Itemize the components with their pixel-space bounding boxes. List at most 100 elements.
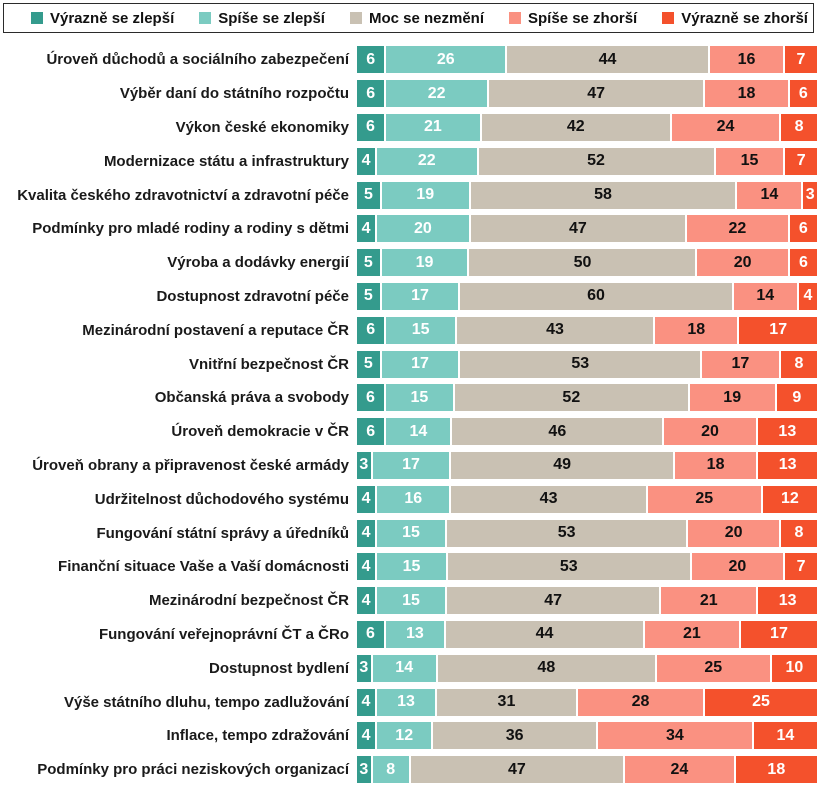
legend-swatch-icon — [31, 12, 43, 24]
chart-row: Modernizace státu a infrastruktury 4 22 52… — [0, 144, 817, 178]
row-label: Podmínky pro práci neziskových organizac… — [37, 761, 349, 779]
bar-segment-spise-se-zhorsi: 21 — [644, 620, 739, 648]
row-label: Podmínky pro mladé rodiny a rodiny s dět… — [32, 220, 349, 238]
bar-segment-vyrazne-se-zhorsi: 13 — [758, 587, 817, 615]
stacked-bar: 4 20 47 22 6 — [357, 215, 817, 243]
bar-segment-spise-se-zlepsi: 17 — [381, 282, 459, 310]
bar-segment-vyrazne-se-zlepsi: 6 — [357, 316, 385, 344]
stacked-bar: 4 15 53 20 8 — [357, 519, 817, 547]
stacked-bar: 4 15 47 21 13 — [357, 587, 817, 615]
stacked-bar: 6 15 52 19 9 — [357, 384, 817, 412]
stacked-bar: 3 8 47 24 18 — [357, 756, 817, 784]
stacked-bar: 6 26 44 16 7 — [357, 46, 817, 74]
stacked-bar: 5 17 60 14 4 — [357, 282, 817, 310]
bar-segment-spise-se-zhorsi: 15 — [715, 147, 784, 175]
bar-segment-vyrazne-se-zlepsi: 3 — [357, 654, 371, 682]
chart-row: Dostupnost zdravotní péče 5 17 60 14 4 — [0, 280, 817, 314]
stacked-bar: 6 13 44 21 17 — [357, 620, 817, 648]
bar-segment-moc-se-nezmeni: 53 — [446, 519, 687, 547]
bar-segment-vyrazne-se-zlepsi: 4 — [357, 147, 376, 175]
bar-segment-vyrazne-se-zlepsi: 6 — [357, 620, 384, 648]
chart-row: Kvalita českého zdravotnictví a zdravotn… — [0, 178, 817, 212]
bar-segment-spise-se-zhorsi: 14 — [733, 282, 797, 310]
row-label: Výběr daní do státního rozpočtu — [119, 85, 349, 103]
legend-item-spise-se-zhorsi: Spíše se zhorší — [509, 10, 637, 27]
bar-segment-vyrazne-se-zhorsi: 6 — [789, 249, 817, 277]
bar-segment-spise-se-zlepsi: 22 — [386, 80, 487, 108]
bar-segment-moc-se-nezmeni: 50 — [469, 249, 696, 277]
legend-label: Výrazně se zlepší — [50, 9, 175, 27]
bar-segment-vyrazne-se-zhorsi: 17 — [739, 316, 817, 344]
chart-row: Výše státního dluhu, tempo zadlužování 4… — [0, 685, 817, 719]
bar-segment-spise-se-zlepsi: 12 — [377, 722, 432, 750]
bar-segment-spise-se-zlepsi: 26 — [386, 46, 506, 74]
bar-segment-spise-se-zlepsi: 14 — [372, 654, 436, 682]
bar-segment-moc-se-nezmeni: 42 — [481, 113, 670, 141]
chart-row: Občanská práva a svobody 6 15 52 19 9 — [0, 381, 817, 415]
bar-segment-spise-se-zhorsi: 20 — [691, 553, 784, 581]
stacked-bar: 5 19 50 20 6 — [357, 249, 817, 277]
row-label: Finanční situace Vaše a Vaší domácnosti — [58, 558, 349, 576]
bar-segment-moc-se-nezmeni: 46 — [452, 418, 663, 446]
row-label: Dostupnost bydlení — [209, 659, 349, 677]
bar-segment-spise-se-zhorsi: 24 — [671, 113, 780, 141]
bar-segment-moc-se-nezmeni: 47 — [470, 215, 686, 243]
bar-segment-vyrazne-se-zhorsi: 10 — [771, 654, 817, 682]
bar-segment-vyrazne-se-zhorsi: 9 — [776, 384, 817, 412]
stacked-bar: 3 17 49 18 13 — [357, 451, 817, 479]
stacked-bar: 4 13 31 28 25 — [357, 688, 817, 716]
bar-segment-moc-se-nezmeni: 47 — [410, 756, 624, 784]
bar-segment-moc-se-nezmeni: 47 — [446, 587, 660, 615]
row-label: Úroveň demokracie v ČR — [171, 423, 349, 441]
chart-row: Finanční situace Vaše a Vaší domácnosti … — [0, 550, 817, 584]
bar-segment-moc-se-nezmeni: 53 — [447, 553, 690, 581]
stacked-bar: 6 14 46 20 13 — [357, 418, 817, 446]
legend-item-vyrazne-se-zhorsi: Výrazně se zhorší — [662, 10, 808, 27]
bar-segment-moc-se-nezmeni: 31 — [437, 688, 576, 716]
bar-segment-moc-se-nezmeni: 43 — [456, 316, 654, 344]
row-label: Vnitřní bezpečnost ČR — [188, 355, 349, 373]
bar-segment-vyrazne-se-zhorsi: 8 — [780, 519, 817, 547]
bar-segment-spise-se-zlepsi: 16 — [377, 485, 450, 513]
bar-segment-vyrazne-se-zhorsi: 4 — [798, 282, 817, 310]
row-label: Fungování státní správy a úředníků — [96, 524, 349, 542]
bar-segment-vyrazne-se-zhorsi: 7 — [785, 553, 817, 581]
bar-segment-moc-se-nezmeni: 53 — [460, 350, 700, 378]
chart-rows: Úroveň důchodů a sociálního zabezpečení … — [0, 43, 817, 787]
chart-row: Udržitelnost důchodového systému 4 16 43 25… — [0, 482, 817, 516]
bar-segment-spise-se-zhorsi: 16 — [709, 46, 784, 74]
chart-row: Inflace, tempo zdražování 4 12 36 34 14 — [0, 719, 817, 753]
bar-segment-spise-se-zlepsi: 17 — [372, 451, 450, 479]
row-label: Inflace, tempo zdražování — [166, 727, 349, 745]
row-label: Výroba a dodávky energií — [167, 254, 349, 272]
bar-segment-vyrazne-se-zlepsi: 6 — [357, 46, 385, 74]
stacked-bar: 5 17 53 17 8 — [357, 350, 817, 378]
bar-segment-moc-se-nezmeni: 48 — [437, 654, 655, 682]
bar-segment-spise-se-zhorsi: 28 — [577, 688, 704, 716]
bar-segment-spise-se-zlepsi: 14 — [386, 418, 451, 446]
bar-segment-vyrazne-se-zlepsi: 4 — [357, 722, 376, 750]
legend-item-vyrazne-se-zlepsi: Výrazně se zlepší — [31, 10, 174, 27]
stacked-bar: 6 22 47 18 6 — [357, 80, 817, 108]
chart-row: Mezinárodní bezpečnost ČR 4 15 47 21 13 — [0, 584, 817, 618]
bar-segment-spise-se-zlepsi: 15 — [377, 519, 445, 547]
chart-row: Fungování státní správy a úředníků 4 15 53… — [0, 516, 817, 550]
bar-segment-vyrazne-se-zhorsi: 12 — [762, 485, 817, 513]
bar-segment-vyrazne-se-zlepsi: 6 — [357, 80, 385, 108]
legend-label: Spíše se zhorší — [528, 9, 638, 27]
bar-segment-vyrazne-se-zlepsi: 3 — [357, 756, 371, 784]
chart-row: Výkon české ekonomiky 6 21 42 24 8 — [0, 111, 817, 145]
bar-segment-vyrazne-se-zlepsi: 5 — [357, 181, 380, 209]
bar-segment-spise-se-zhorsi: 18 — [655, 316, 738, 344]
bar-segment-vyrazne-se-zlepsi: 4 — [357, 519, 376, 547]
row-label: Fungování veřejnoprávní ČT a ČRo — [98, 625, 349, 643]
bar-segment-moc-se-nezmeni: 47 — [488, 80, 704, 108]
chart-row: Vnitřní bezpečnost ČR 5 17 53 17 8 — [0, 347, 817, 381]
bar-segment-spise-se-zhorsi: 14 — [737, 181, 802, 209]
chart-row: Podmínky pro mladé rodiny a rodiny s dět… — [0, 212, 817, 246]
chart-row: Úroveň demokracie v ČR 6 14 46 20 13 — [0, 415, 817, 449]
row-label: Dostupnost zdravotní péče — [156, 287, 349, 305]
bar-segment-vyrazne-se-zlepsi: 4 — [357, 215, 376, 243]
legend-label: Spíše se zlepší — [218, 9, 325, 27]
bar-segment-vyrazne-se-zlepsi: 4 — [357, 688, 375, 716]
